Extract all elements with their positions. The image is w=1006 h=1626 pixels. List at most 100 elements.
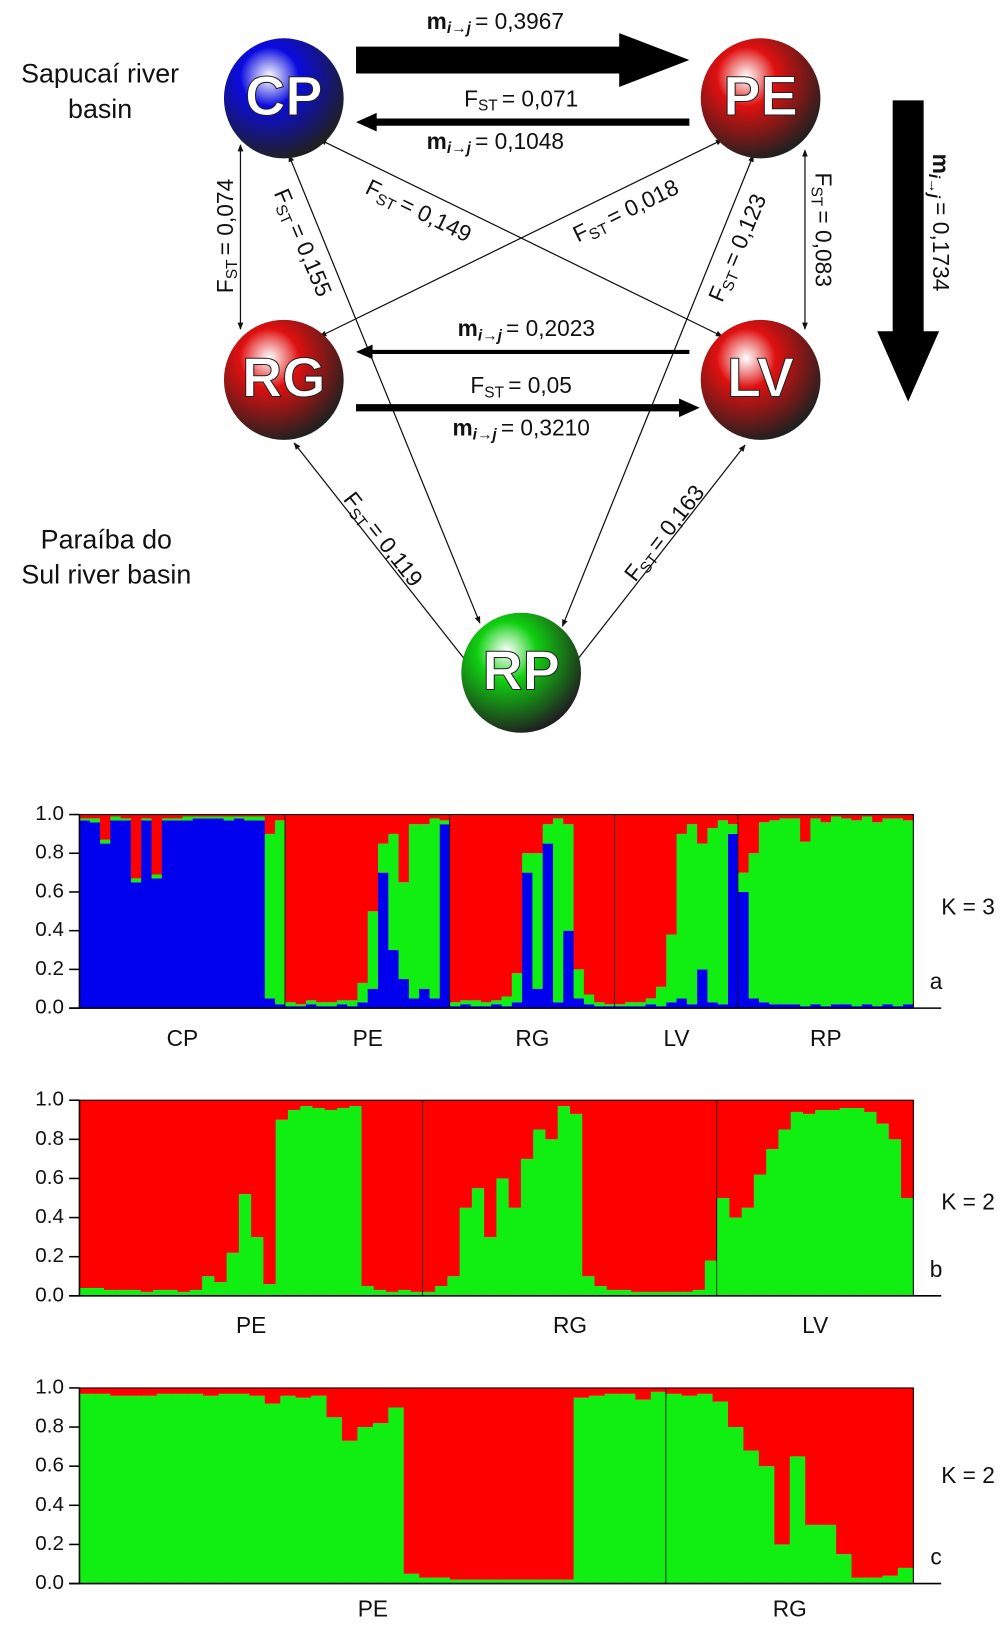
ancestry-bar: [249, 1387, 266, 1396]
ancestry-bar: [625, 814, 636, 1003]
panel-letter: b: [930, 1256, 943, 1282]
ancestry-bar: [447, 1276, 461, 1296]
ancestry-bar: [569, 1100, 583, 1114]
ancestry-bar: [388, 1407, 405, 1584]
ancestry-bar: [285, 814, 297, 1003]
ancestry-bar: [213, 818, 225, 1009]
label-value: = 0,083: [810, 210, 836, 287]
ancestry-bar: [403, 1573, 420, 1584]
ancestry-bar: [408, 998, 420, 1009]
ancestry-bar: [357, 982, 369, 1003]
ancestry-bar: [553, 818, 564, 1003]
ancestry-bar: [419, 1387, 436, 1578]
ancestry-bar: [367, 814, 379, 912]
ancestry-bar: [153, 1100, 166, 1290]
ancestry-bar: [655, 814, 667, 987]
ancestry-bar: [422, 1291, 436, 1296]
ancestry-bar: [450, 1579, 467, 1584]
ancestry-bar: [275, 820, 286, 1005]
ancestry-bar: [604, 1004, 616, 1007]
ancestry-bar: [511, 1579, 528, 1584]
ancestry-bar: [233, 1393, 250, 1584]
ancestry-bar: [758, 1002, 770, 1009]
ancestry-bar: [707, 1002, 719, 1009]
ancestry-bar: [151, 878, 163, 1009]
ancestry-bar: [635, 1399, 652, 1584]
ancestry-bar: [903, 820, 914, 1005]
ancestry-bar: [533, 1129, 547, 1296]
ancestry-bar: [480, 1579, 498, 1584]
ancestry-bar: [800, 814, 811, 842]
fst-label: FST= 0,149: [360, 174, 475, 251]
ancestry-bar: [367, 988, 379, 1009]
label-subscript: i→j: [447, 20, 472, 37]
ancestry-bar: [717, 814, 729, 821]
ancestry-bar: [254, 816, 266, 821]
ancestry-bar: [542, 814, 554, 825]
ancestry-bar: [558, 1387, 575, 1580]
ancestry-bar: [851, 1577, 868, 1584]
ancestry-bar: [681, 1395, 698, 1584]
ancestry-bar: [156, 1387, 173, 1394]
ancestry-bar: [748, 998, 760, 1009]
ancestry-bar: [192, 814, 204, 817]
migration-arrow: [356, 344, 690, 360]
ancestry-bar: [866, 1577, 884, 1584]
ancestry-bar: [542, 1579, 559, 1584]
ancestry-bar: [774, 1387, 791, 1545]
ancestry-bar: [897, 1387, 914, 1568]
ancestry-bar: [120, 814, 132, 819]
ancestry-bar: [480, 1006, 492, 1009]
ancestry-bar: [202, 1100, 215, 1277]
ancestry-bar: [779, 1004, 791, 1009]
ancestry-bar: [435, 1100, 448, 1287]
ancestry-bar: [594, 814, 606, 1003]
ancestry-bar: [836, 1554, 853, 1584]
ancestry-bar: [810, 818, 822, 1005]
ancestry-bar: [264, 1403, 281, 1584]
ancestry-bar: [202, 816, 214, 819]
ancestry-bar: [563, 930, 575, 1009]
ancestry-bar: [403, 1387, 420, 1574]
ancestry-bar: [233, 816, 245, 819]
ancestry-bar: [275, 814, 286, 821]
ancestry-bar: [805, 1387, 822, 1525]
ancestry-bar: [830, 814, 842, 817]
ancestry-bar: [398, 882, 410, 980]
ancestry-bar: [594, 1002, 606, 1007]
ancestry-bar: [388, 1387, 405, 1408]
ancestry-bar: [410, 1291, 424, 1296]
ancestry-bar: [347, 1000, 359, 1007]
ancestry-bar: [439, 820, 451, 825]
node-label: RG: [242, 346, 326, 409]
ancestry-bar: [357, 1002, 369, 1009]
ancestry-bar: [841, 818, 853, 1005]
fst-label: FST= 0,018: [569, 174, 684, 251]
ancestry-bar: [668, 1100, 681, 1292]
ancestry-bar: [619, 1387, 636, 1394]
ancestry-bar: [778, 1100, 792, 1130]
ancestry-bar: [140, 1291, 154, 1296]
ancestry-bar: [748, 853, 760, 999]
ancestry-bar: [300, 1100, 314, 1107]
ancestry-bar: [635, 1006, 647, 1009]
ancestry-bar: [839, 1100, 853, 1109]
ancestry-bar: [820, 822, 832, 1007]
ancestry-bar: [882, 1004, 894, 1009]
ancestry-bar: [435, 1286, 448, 1296]
ancestry-bar: [249, 1395, 266, 1584]
y-tick-label: 0.4: [35, 1205, 64, 1228]
ancestry-bar: [676, 814, 688, 834]
ancestry-bar: [491, 1000, 503, 1005]
ancestry-bar: [728, 1427, 745, 1584]
fst-label: FST= 0,123: [703, 190, 775, 307]
label-value: = 0,163: [642, 480, 709, 556]
label-symbol: F: [810, 173, 836, 187]
label-subscript: i→j: [925, 174, 942, 199]
ancestry-bar: [275, 1004, 286, 1009]
population-node: [700, 38, 821, 159]
ancestry-bar: [263, 1284, 277, 1296]
ancestry-bar: [604, 1393, 621, 1584]
ancestry-bar: [110, 1395, 127, 1584]
ancestry-bar: [655, 986, 667, 1007]
